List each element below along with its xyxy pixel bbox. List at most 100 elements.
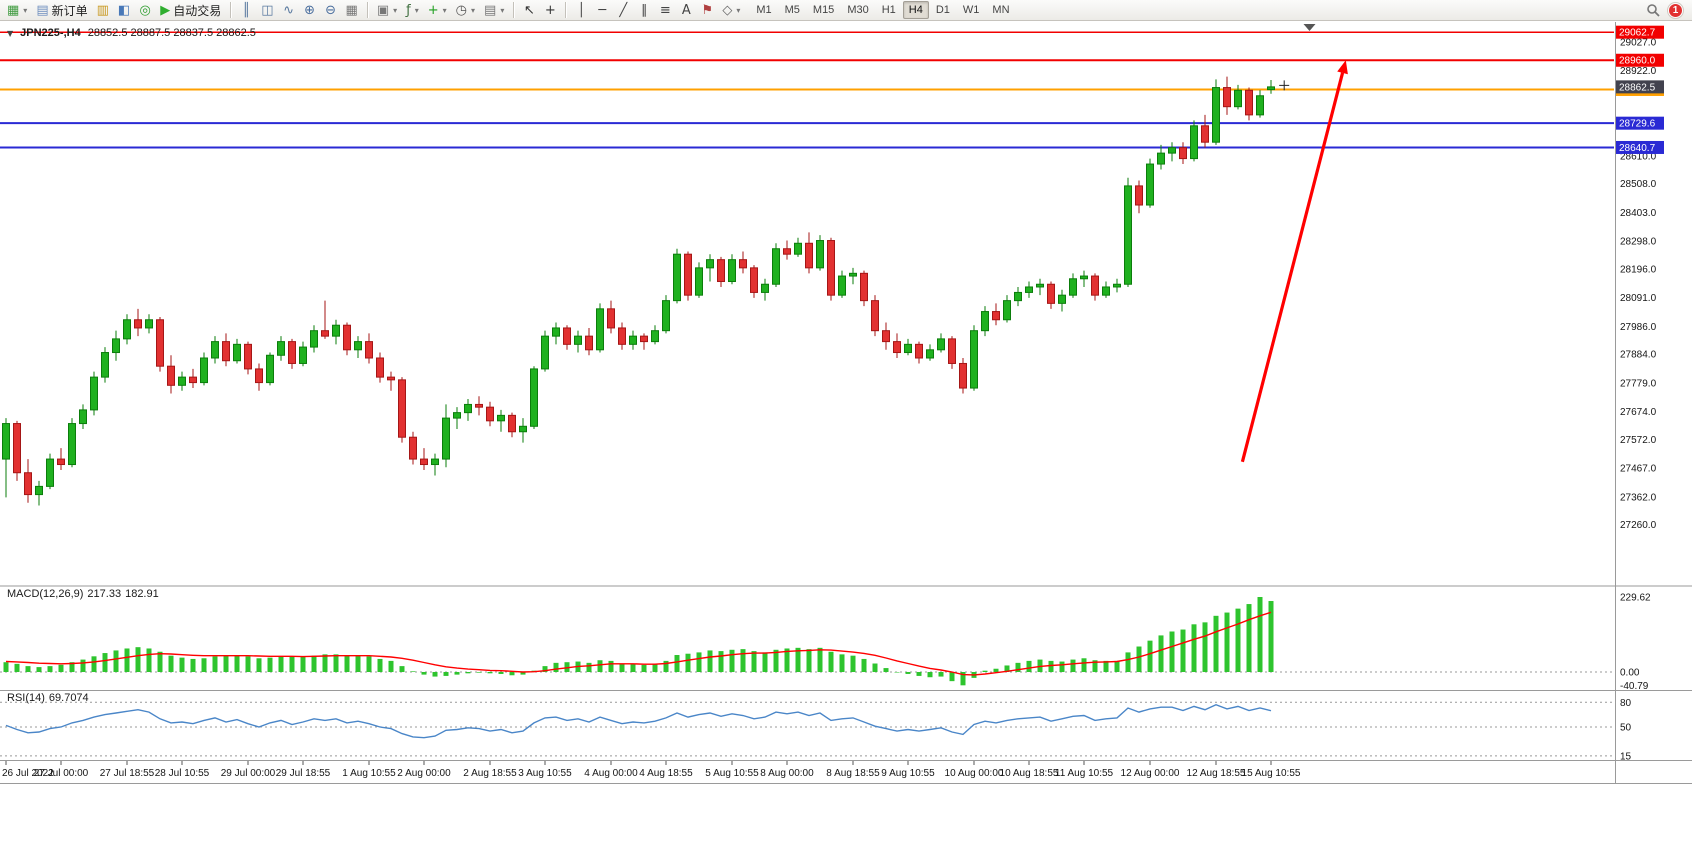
svg-text:4 Aug 18:55: 4 Aug 18:55	[639, 768, 693, 779]
zoom-out-button[interactable]: ⊖	[321, 1, 341, 20]
timeframe-mn-button[interactable]: MN	[992, 4, 1010, 16]
price-level-label: 28960.0	[1616, 53, 1664, 67]
timeframe-h1-button[interactable]: H1	[881, 4, 896, 16]
data-window-icon: ◧	[117, 2, 131, 18]
notification-badge[interactable]: 1	[1668, 2, 1683, 18]
dropdown-arrow-icon: ▾	[414, 5, 419, 15]
horizontal-line-button[interactable]: ─	[592, 1, 612, 20]
svg-text:0.00: 0.00	[1620, 668, 1640, 679]
chart-canvas[interactable]: 29027.0 28922.0 28610.0 28508.0 28403.0 28298…	[0, 21, 1692, 784]
new-order-button[interactable]: ▤ 新订单	[32, 1, 91, 20]
svg-text:229.62: 229.62	[1620, 593, 1651, 604]
timeframe-d1-button[interactable]: D1	[935, 4, 950, 16]
svg-text:28196.0: 28196.0	[1620, 264, 1657, 275]
zoom-in-button[interactable]: ⊕	[300, 1, 320, 20]
crosshair-icon: +	[544, 2, 556, 18]
template-button[interactable]: ▤ ▾	[480, 1, 508, 20]
bar-chart-button[interactable]: ║	[236, 1, 256, 20]
svg-text:10 Aug 00:00: 10 Aug 00:00	[945, 768, 1004, 779]
timeframe-m15-button[interactable]: M15	[812, 4, 835, 16]
svg-text:11 Aug 10:55: 11 Aug 10:55	[1055, 768, 1114, 779]
timeframe-w1-button[interactable]: W1	[962, 4, 980, 16]
line-chart-button[interactable]: ∿	[279, 1, 299, 20]
collapse-triangle-icon[interactable]: ▼	[7, 28, 14, 38]
svg-text:29027.0: 29027.0	[1620, 37, 1657, 48]
label-button[interactable]: ⚑	[697, 1, 717, 20]
svg-text:28508.0: 28508.0	[1620, 179, 1657, 190]
tile-windows-button[interactable]: ▦	[342, 1, 362, 20]
autotrading-icon: ▶	[160, 2, 171, 18]
text-button[interactable]: A	[676, 1, 696, 20]
toolbar-separator	[366, 2, 368, 18]
text-icon: A	[681, 2, 691, 18]
svg-text:29 Jul 18:55: 29 Jul 18:55	[276, 768, 331, 779]
price-level-label: 28729.6	[1616, 116, 1664, 130]
vertical-line-button[interactable]: │	[571, 1, 591, 20]
svg-text:1 Aug 10:55: 1 Aug 10:55	[342, 768, 396, 779]
data-window-button[interactable]: ◧	[114, 1, 134, 20]
search-icon[interactable]	[1646, 3, 1660, 17]
template-icon: ▤	[484, 2, 497, 18]
svg-text:28610.0: 28610.0	[1620, 151, 1657, 162]
shapes-button[interactable]: ◇ ▾	[718, 1, 744, 20]
navigator-button[interactable]: ◎	[135, 1, 155, 20]
new-chart-button[interactable]: ▦ ▾	[3, 1, 31, 20]
label-icon: ⚑	[701, 2, 714, 18]
svg-text:8 Aug 18:55: 8 Aug 18:55	[826, 768, 880, 779]
tile-windows-icon: ▦	[345, 2, 358, 18]
timeframe-m5-button[interactable]: M5	[784, 4, 800, 16]
svg-text:2 Aug 18:55: 2 Aug 18:55	[463, 768, 517, 779]
macd-signal-line	[5, 611, 1272, 676]
trendline-button[interactable]: ╱	[613, 1, 633, 20]
price-level-label: 29062.7	[1616, 25, 1664, 39]
chart-shift-marker[interactable]	[1303, 24, 1316, 31]
timeframe-m30-button[interactable]: M30	[847, 4, 869, 16]
svg-text:28862.5: 28862.5	[1619, 82, 1656, 93]
dropdown-arrow-icon: ▾	[393, 5, 398, 15]
horizontal-line-icon: ─	[598, 2, 607, 18]
svg-text:27572.0: 27572.0	[1620, 435, 1657, 446]
svg-text:2 Aug 00:00: 2 Aug 00:00	[397, 768, 451, 779]
trend-arrow-object[interactable]	[1240, 60, 1348, 463]
add-indicator-button[interactable]: + ▾	[424, 1, 451, 20]
period-button[interactable]: ◷ ▾	[452, 1, 479, 20]
zoom-in-icon: ⊕	[304, 2, 315, 18]
svg-text:27884.0: 27884.0	[1620, 350, 1657, 361]
autotrading-button[interactable]: ▶ 自动交易	[156, 1, 225, 20]
dropdown-arrow-icon: ▾	[500, 5, 505, 15]
svg-text:28403.0: 28403.0	[1620, 208, 1657, 219]
svg-text:27 Jul 00:00: 27 Jul 00:00	[34, 768, 89, 779]
new-order-icon: ▤	[36, 2, 49, 18]
channel-button[interactable]: ∥	[634, 1, 654, 20]
svg-text:27 Jul 18:55: 27 Jul 18:55	[100, 768, 155, 779]
fibonacci-button[interactable]: ≡	[655, 1, 675, 20]
macd-title: MACD(12,26,9)	[7, 588, 84, 600]
indicators-icon: ƒ	[406, 2, 411, 18]
svg-text:27674.0: 27674.0	[1620, 407, 1657, 418]
price-level-label: 28640.7	[1616, 140, 1664, 154]
dropdown-arrow-icon: ▾	[23, 5, 28, 15]
timeframe-m1-button[interactable]: M1	[756, 4, 772, 16]
svg-text:10 Aug 18:55: 10 Aug 18:55	[1000, 768, 1059, 779]
new-chart-icon: ▦	[7, 2, 20, 18]
indicators-button[interactable]: ƒ ▾	[402, 1, 423, 20]
arrange-windows-button[interactable]: ▣ ▾	[373, 1, 401, 20]
market-watch-button[interactable]: ▥	[93, 1, 113, 20]
period-icon: ◷	[455, 2, 467, 18]
dropdown-arrow-icon: ▾	[736, 5, 741, 15]
rsi-line	[5, 703, 1272, 739]
svg-text:12 Aug 18:55: 12 Aug 18:55	[1187, 768, 1246, 779]
candlestick-chart-button[interactable]: ◫	[257, 1, 277, 20]
svg-text:28091.0: 28091.0	[1620, 293, 1657, 304]
toolbar-separator	[565, 2, 567, 18]
svg-text:27467.0: 27467.0	[1620, 464, 1657, 475]
cursor-button[interactable]: ↖	[519, 1, 539, 20]
svg-text:28 Jul 10:55: 28 Jul 10:55	[155, 768, 210, 779]
dropdown-arrow-icon: ▾	[442, 5, 447, 15]
vertical-line-icon: │	[577, 2, 586, 18]
crosshair-button[interactable]: +	[540, 1, 560, 20]
svg-text:15: 15	[1620, 751, 1632, 762]
timeframe-h4-button[interactable]: H4	[902, 1, 929, 19]
